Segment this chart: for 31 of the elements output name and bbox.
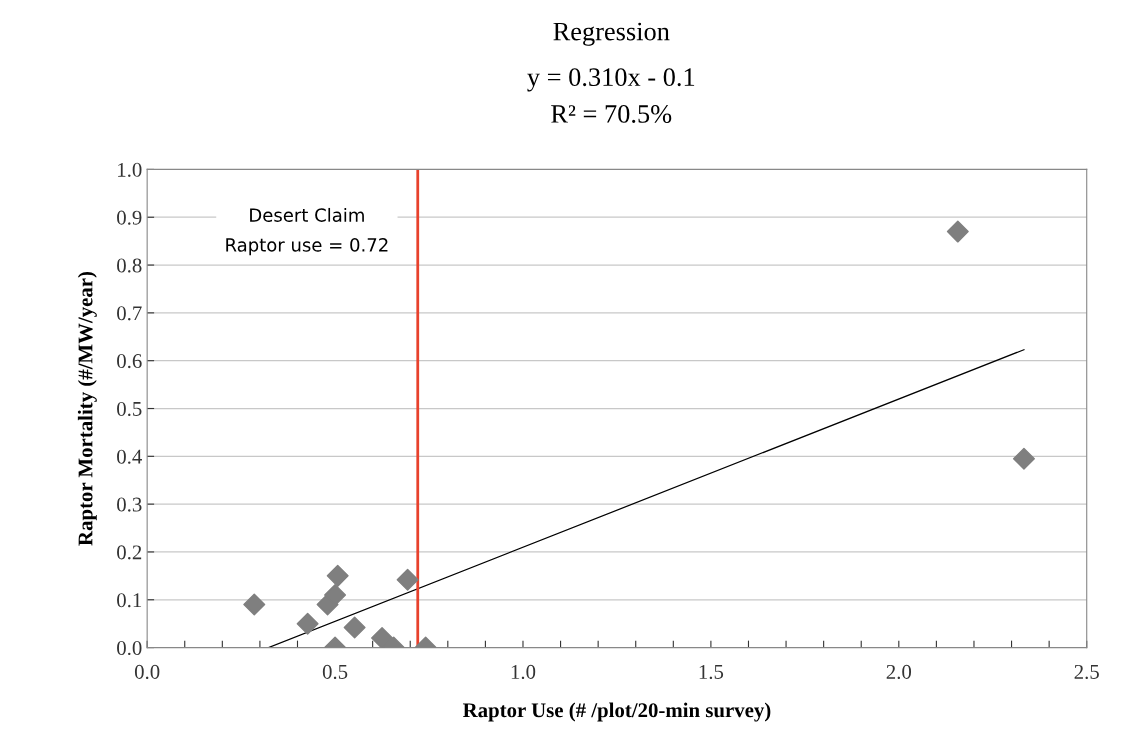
x-axis-title: Raptor Use (# /plot/20-min survey) [462, 702, 771, 722]
ref-line-label: Desert Claim Raptor use = 0.72 [226, 207, 388, 256]
y-tick-label: 0.8 [117, 258, 142, 273]
point [326, 564, 349, 587]
point [371, 627, 394, 648]
x-tick-label: 1.5 [699, 664, 724, 679]
point [296, 612, 319, 635]
point [343, 616, 366, 639]
chart-subtitle: y = 0.310x - 0.1 R² = 70.5% [527, 68, 695, 123]
y-axis-title: Raptor Mortality (#/MW/year) [77, 271, 97, 546]
y-tick-label: 0.0 [117, 640, 142, 656]
point [946, 220, 969, 243]
y-tick-label: 0.3 [117, 497, 142, 512]
y-tick-label: 0.2 [117, 545, 142, 560]
y-tick-label: 0.4 [117, 449, 142, 464]
chart-title: Regression [553, 22, 670, 46]
x-tick-label: 1.0 [511, 664, 536, 679]
y-tick-label: 0.5 [117, 401, 142, 417]
y-tick-label: 0.1 [117, 593, 142, 608]
y-tick-label: 1.0 [118, 162, 142, 177]
x-tick-label: 2.5 [1074, 664, 1099, 679]
point [396, 568, 419, 591]
y-tick-label: 0.9 [117, 210, 142, 225]
y-tick-label: 0.7 [117, 306, 142, 321]
x-tick-label: 2.0 [886, 664, 912, 679]
x-tick-label: 0.5 [322, 664, 348, 679]
point [243, 593, 266, 616]
x-tick-label: 0.0 [134, 664, 160, 679]
point [1012, 447, 1035, 470]
point [324, 583, 347, 606]
y-tick-label: 0.6 [117, 354, 142, 369]
